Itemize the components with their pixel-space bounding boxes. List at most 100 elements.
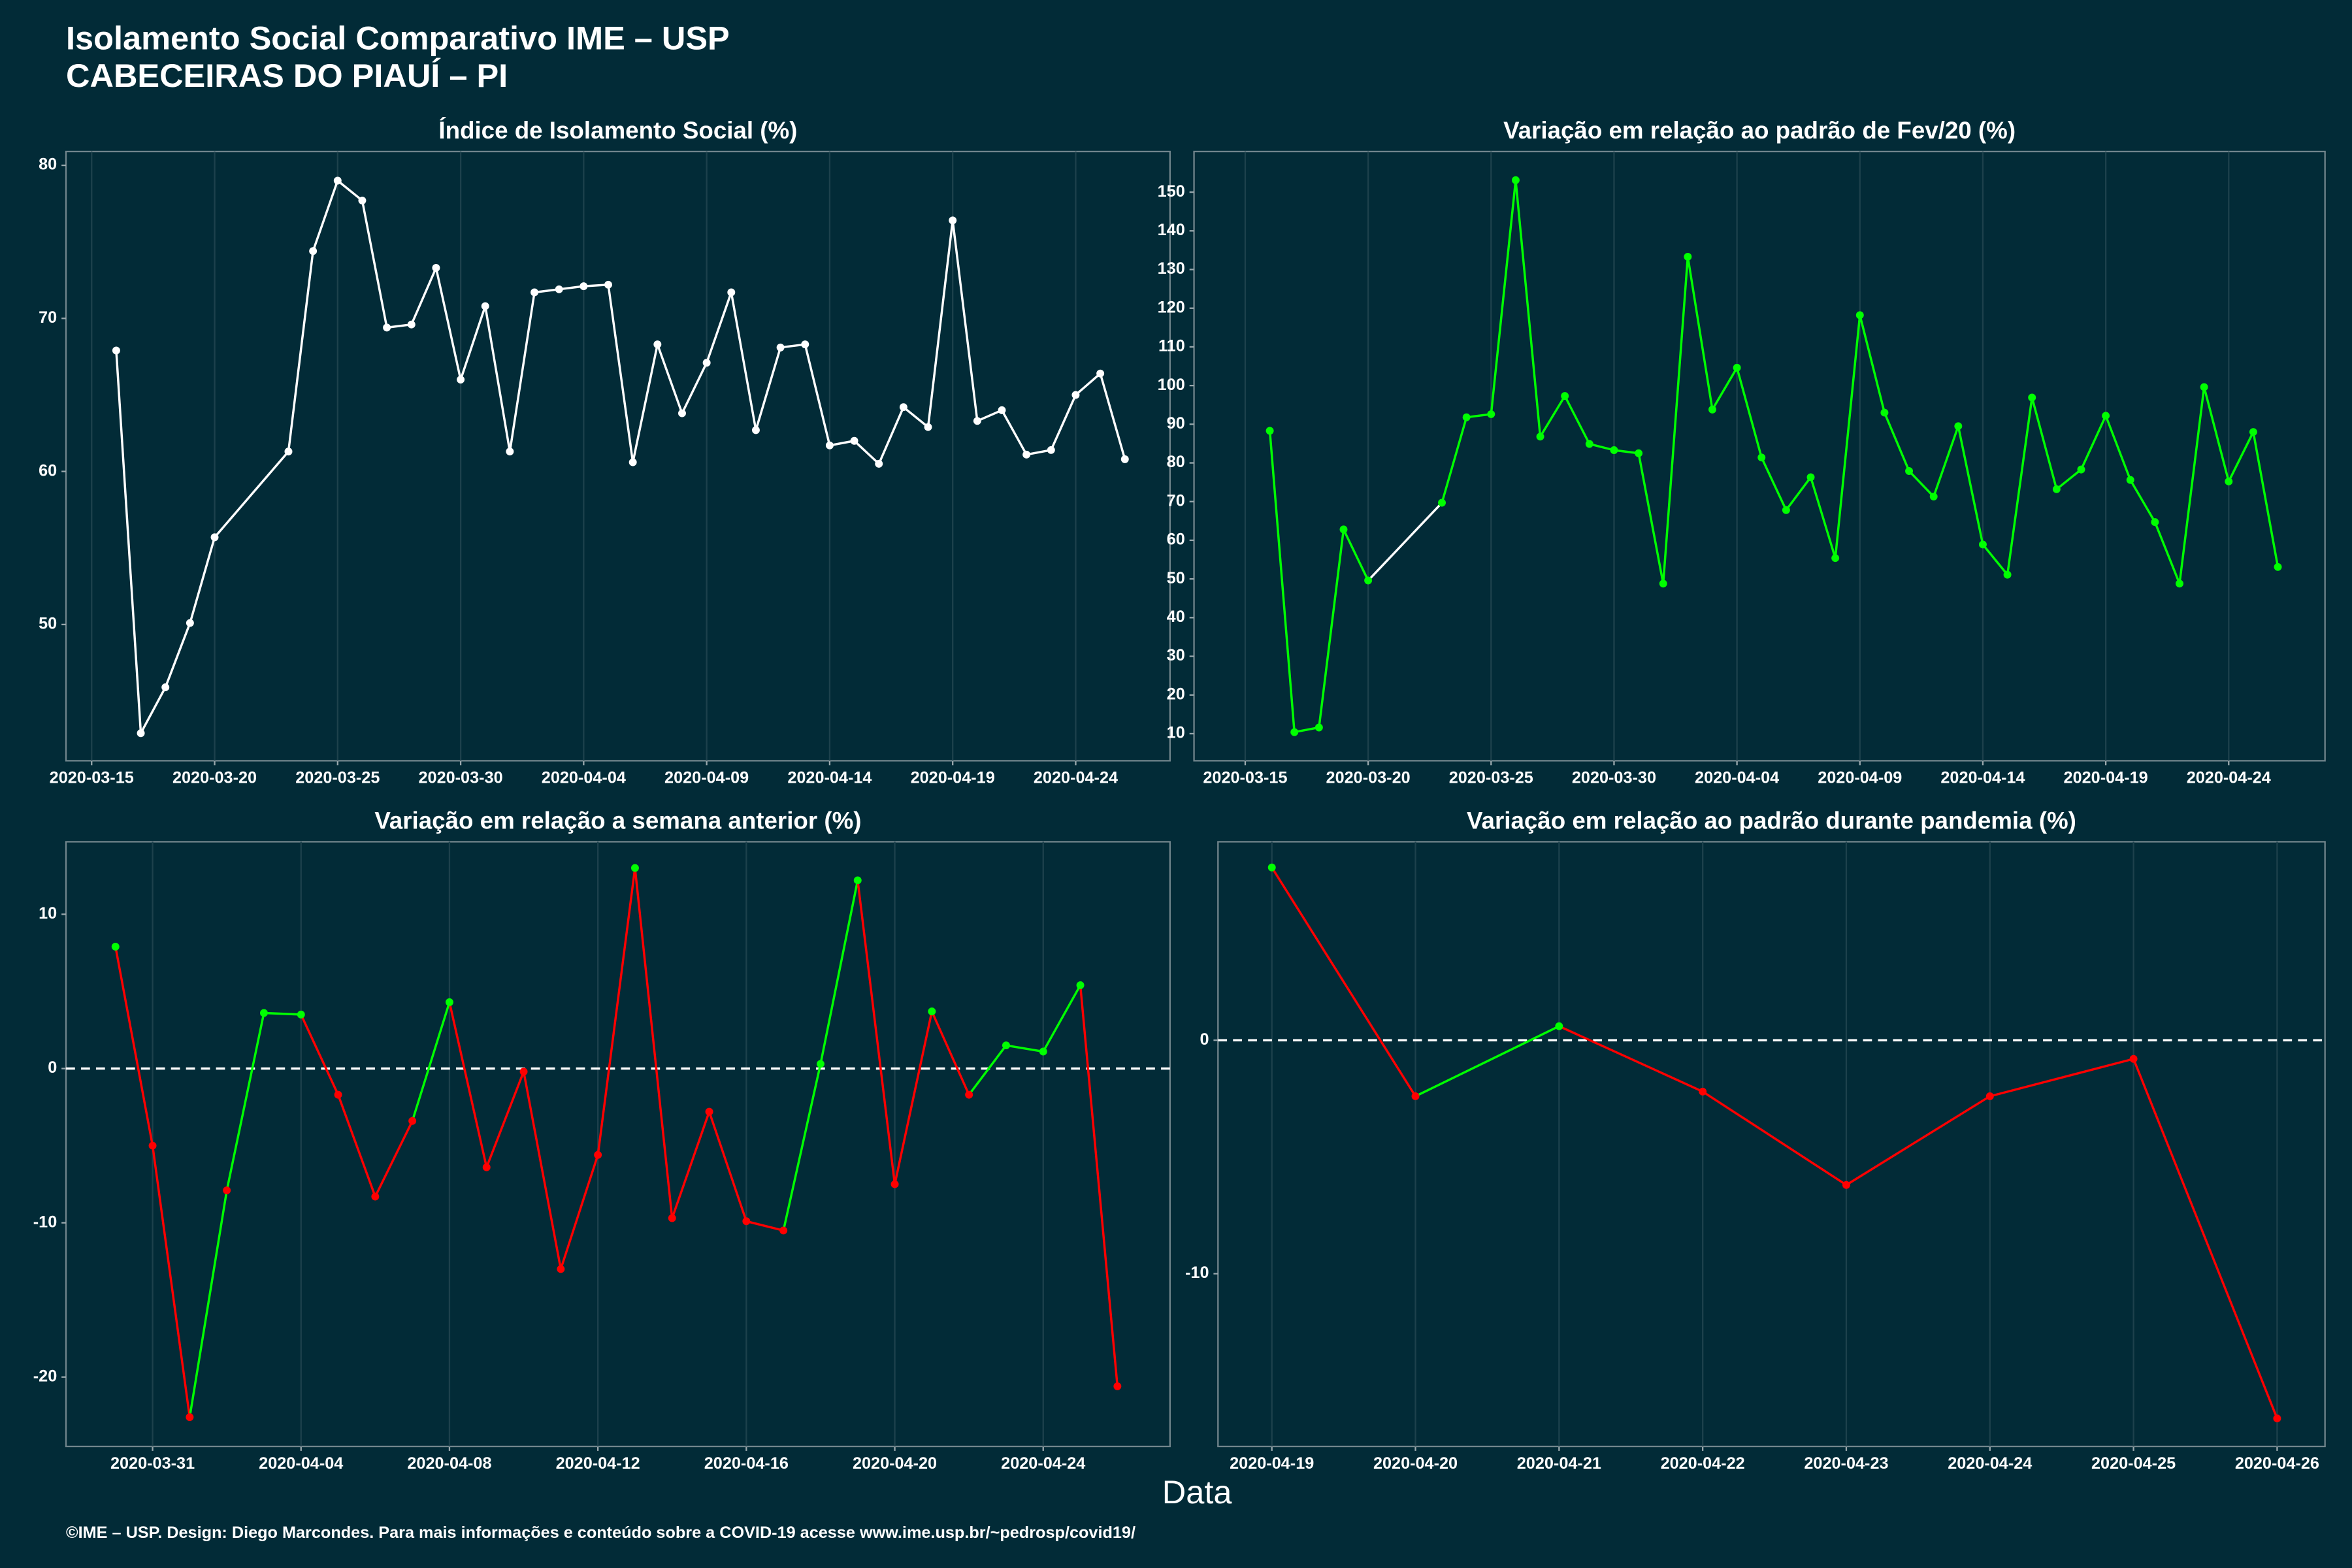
y-tick-label: 60 — [39, 461, 57, 480]
line-segment — [671, 1111, 711, 1219]
data-point — [2200, 383, 2208, 391]
data-point — [801, 340, 809, 349]
data-point — [1120, 455, 1129, 463]
y-tick-label: 10 — [39, 904, 57, 923]
line-segment — [1075, 372, 1102, 396]
line-segment — [1466, 413, 1492, 419]
line-segment — [1834, 315, 1861, 559]
x-tick-label: 2020-04-20 — [853, 1454, 937, 1473]
data-point — [1842, 1181, 1850, 1189]
x-tick-label: 2020-03-20 — [1326, 769, 1411, 787]
line-segment — [361, 200, 388, 328]
data-point — [1929, 493, 1938, 501]
line-segment — [730, 292, 757, 431]
line-segment — [829, 440, 855, 447]
x-tick-label: 2020-04-09 — [1818, 769, 1902, 787]
line-segment — [2006, 397, 2033, 575]
line-segment — [607, 284, 634, 463]
data-point — [2225, 477, 2233, 485]
data-point — [973, 417, 981, 425]
line-segment — [336, 1094, 376, 1198]
line-segment — [1702, 1090, 1847, 1186]
x-tick-label: 2020-04-25 — [2091, 1454, 2176, 1473]
data-point — [965, 1090, 973, 1099]
y-tick-label: 120 — [1158, 298, 1185, 316]
x-tick-label: 2020-04-26 — [2235, 1454, 2319, 1473]
line-segment — [1342, 529, 1369, 581]
line-segment — [706, 291, 732, 363]
line-segment — [559, 1154, 599, 1269]
line-segment — [189, 536, 216, 624]
page-subtitle: CABECEIRAS DO PIAUÍ – PI — [66, 57, 508, 94]
y-tick-label: 50 — [39, 615, 57, 633]
data-point — [481, 302, 489, 310]
data-point — [630, 864, 639, 872]
data-point — [1462, 413, 1471, 421]
data-point — [1511, 176, 1520, 184]
line-segment — [114, 946, 154, 1146]
x-tick-label: 2020-03-25 — [295, 769, 380, 787]
line-segment — [386, 323, 412, 329]
y-tick-label: 110 — [1158, 337, 1185, 355]
y-tick-label: 70 — [39, 308, 57, 327]
data-point — [111, 943, 120, 951]
data-point — [1438, 498, 1446, 507]
x-tick-label: 2020-03-15 — [50, 769, 134, 787]
line-segment — [1099, 373, 1126, 460]
line-segment — [930, 1011, 970, 1096]
x-tick-label: 2020-04-12 — [556, 1454, 640, 1473]
line-segment — [1735, 367, 1763, 458]
data-point — [1536, 433, 1544, 441]
data-point — [531, 288, 539, 297]
line-segment — [1271, 866, 1416, 1097]
panel — [65, 841, 1171, 1448]
data-point — [899, 403, 907, 412]
line-segment — [459, 306, 487, 380]
line-segment — [1000, 410, 1028, 455]
x-tick-label: 2020-03-15 — [1203, 769, 1287, 787]
data-point — [1985, 1092, 1994, 1100]
y-tick-label: 50 — [1167, 569, 1185, 587]
data-point — [1561, 392, 1569, 400]
data-point — [284, 448, 293, 456]
panel-title: Índice de Isolamento Social (%) — [438, 117, 797, 144]
data-point — [875, 459, 883, 468]
y-tick-label: 70 — [1167, 491, 1185, 510]
data-point — [742, 1217, 751, 1226]
line-segment — [1589, 442, 1614, 451]
data-point — [371, 1192, 380, 1201]
line-segment — [951, 220, 979, 421]
data-point — [705, 1107, 713, 1116]
data-point — [924, 423, 932, 431]
data-point — [2249, 428, 2257, 436]
data-point — [776, 343, 785, 351]
data-point — [333, 176, 342, 185]
data-point — [1411, 1092, 1420, 1100]
y-tick-label: 140 — [1158, 221, 1185, 239]
line-segment — [583, 284, 609, 287]
line-segment — [263, 1011, 301, 1016]
data-point — [949, 216, 957, 225]
line-segment — [977, 409, 1003, 422]
line-segment — [755, 347, 782, 431]
data-point — [1585, 440, 1593, 448]
data-point — [1267, 863, 1276, 872]
line-segment — [2055, 468, 2082, 491]
line-segment — [2104, 415, 2132, 481]
line-segment — [115, 350, 142, 734]
panel — [1217, 841, 2326, 1448]
line-segment — [1414, 1025, 1560, 1098]
y-tick-label: 40 — [1167, 608, 1185, 626]
data-point — [825, 441, 834, 449]
line-segment — [336, 180, 363, 202]
data-point — [850, 436, 858, 445]
line-segment — [2031, 397, 2058, 490]
data-point — [1047, 446, 1055, 454]
line-segment — [1908, 470, 1935, 498]
line-segment — [708, 1111, 747, 1222]
line-segment — [164, 622, 191, 688]
y-tick-label: -10 — [33, 1213, 57, 1231]
line-segment — [411, 1002, 451, 1122]
line-segment — [2153, 521, 2181, 584]
